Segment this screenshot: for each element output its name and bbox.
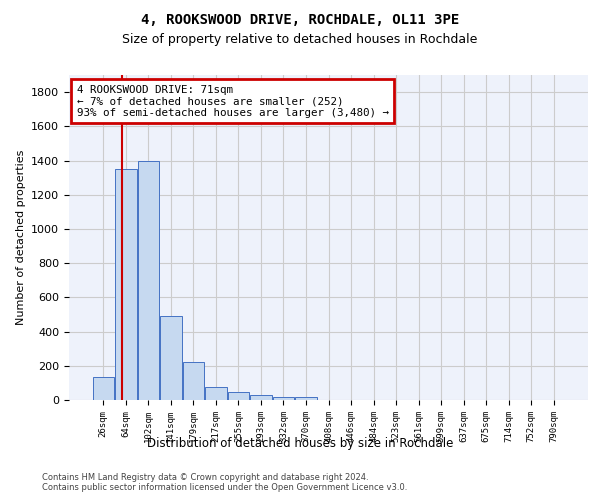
Text: Distribution of detached houses by size in Rochdale: Distribution of detached houses by size … — [147, 438, 453, 450]
Y-axis label: Number of detached properties: Number of detached properties — [16, 150, 26, 325]
Bar — [273, 398, 294, 400]
Text: 4, ROOKSWOOD DRIVE, ROCHDALE, OL11 3PE: 4, ROOKSWOOD DRIVE, ROCHDALE, OL11 3PE — [141, 12, 459, 26]
Bar — [160, 316, 182, 400]
Bar — [182, 362, 204, 400]
Bar — [228, 392, 249, 400]
Bar — [137, 160, 159, 400]
Bar — [205, 387, 227, 400]
Text: 4 ROOKSWOOD DRIVE: 71sqm
← 7% of detached houses are smaller (252)
93% of semi-d: 4 ROOKSWOOD DRIVE: 71sqm ← 7% of detache… — [77, 84, 389, 118]
Bar — [250, 395, 272, 400]
Bar — [295, 396, 317, 400]
Bar — [115, 169, 137, 400]
Text: Size of property relative to detached houses in Rochdale: Size of property relative to detached ho… — [122, 32, 478, 46]
Text: Contains HM Land Registry data © Crown copyright and database right 2024.
Contai: Contains HM Land Registry data © Crown c… — [42, 472, 407, 492]
Bar — [92, 377, 114, 400]
